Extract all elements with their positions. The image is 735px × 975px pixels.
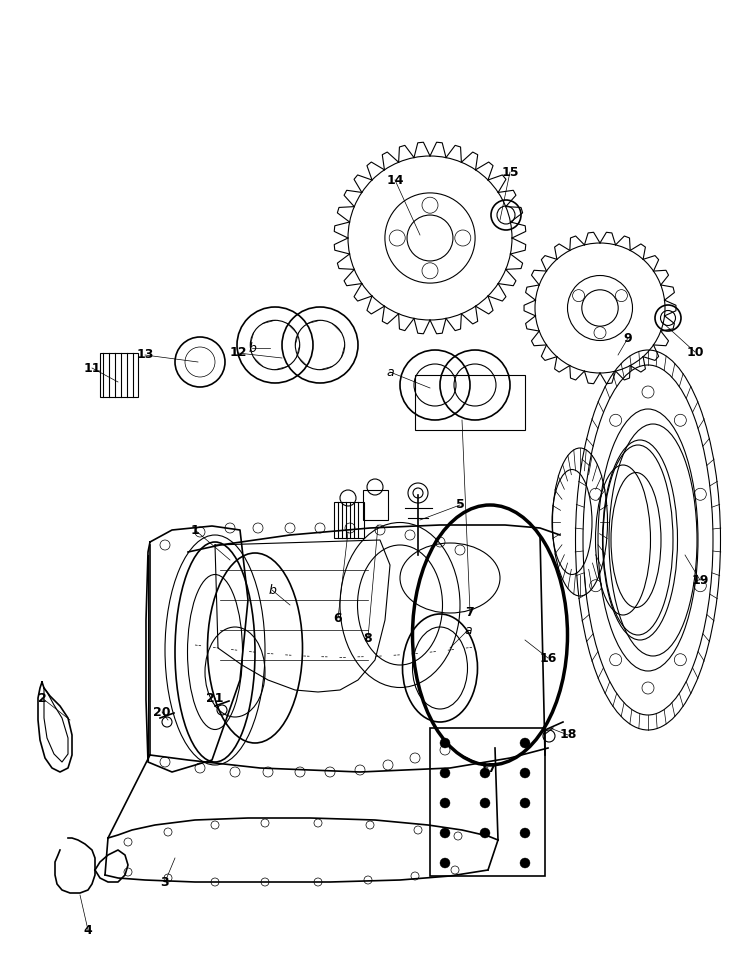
Text: 20: 20 — [154, 706, 171, 719]
Text: 13: 13 — [136, 348, 154, 362]
Text: 10: 10 — [686, 345, 703, 359]
Circle shape — [480, 798, 490, 808]
Text: 3: 3 — [161, 876, 169, 888]
Circle shape — [520, 798, 530, 808]
Text: 5: 5 — [456, 498, 465, 512]
Text: 14: 14 — [387, 174, 404, 186]
Bar — [415, 375, 525, 430]
Circle shape — [440, 858, 450, 868]
Circle shape — [440, 798, 450, 808]
Text: 8: 8 — [364, 632, 373, 644]
Text: 15: 15 — [501, 166, 519, 178]
Circle shape — [480, 768, 490, 778]
Text: 16: 16 — [539, 651, 556, 665]
Text: b: b — [268, 583, 276, 597]
Text: 18: 18 — [559, 728, 577, 742]
Text: 4: 4 — [84, 923, 93, 937]
Bar — [334, 502, 364, 538]
Text: 12: 12 — [229, 346, 247, 360]
Text: 17: 17 — [479, 761, 497, 774]
Text: a: a — [386, 366, 394, 378]
Text: 9: 9 — [624, 332, 632, 344]
Text: 7: 7 — [466, 605, 474, 618]
Text: 19: 19 — [692, 573, 709, 587]
Text: 11: 11 — [83, 362, 101, 374]
Circle shape — [480, 828, 490, 838]
Circle shape — [520, 738, 530, 748]
Circle shape — [520, 858, 530, 868]
Text: 6: 6 — [334, 611, 343, 625]
Circle shape — [440, 768, 450, 778]
Text: 2: 2 — [37, 691, 46, 705]
Circle shape — [520, 768, 530, 778]
Text: 21: 21 — [207, 691, 223, 705]
Circle shape — [440, 738, 450, 748]
Circle shape — [440, 828, 450, 838]
Bar — [100, 353, 138, 397]
Text: b: b — [248, 341, 256, 355]
Bar — [430, 728, 545, 876]
Circle shape — [520, 828, 530, 838]
Text: a: a — [465, 623, 472, 637]
Bar — [363, 490, 388, 520]
Text: 1: 1 — [190, 524, 199, 536]
